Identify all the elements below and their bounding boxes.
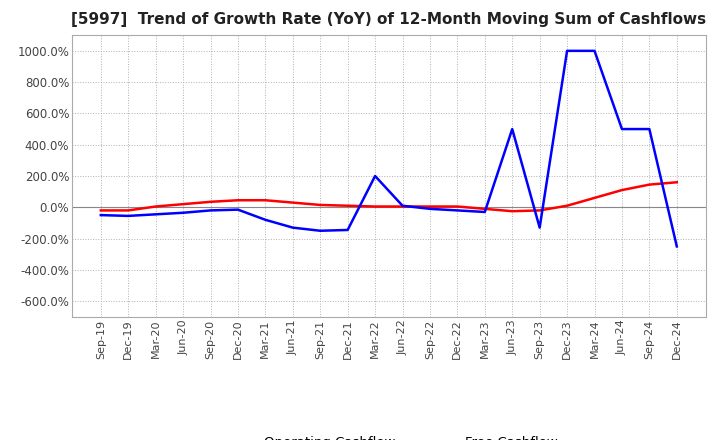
Operating Cashflow	[398, 204, 407, 209]
Operating Cashflow	[453, 204, 462, 209]
Operating Cashflow	[480, 206, 489, 212]
Operating Cashflow	[124, 208, 132, 213]
Legend: Operating Cashflow, Free Cashflow: Operating Cashflow, Free Cashflow	[215, 430, 563, 440]
Free Cashflow	[343, 227, 352, 233]
Free Cashflow	[316, 228, 325, 233]
Free Cashflow	[233, 207, 242, 212]
Operating Cashflow	[618, 187, 626, 193]
Free Cashflow	[563, 48, 572, 54]
Operating Cashflow	[672, 180, 681, 185]
Operating Cashflow	[426, 204, 434, 209]
Operating Cashflow	[508, 209, 516, 214]
Operating Cashflow	[563, 203, 572, 209]
Free Cashflow	[426, 206, 434, 212]
Free Cashflow	[124, 213, 132, 219]
Operating Cashflow	[343, 203, 352, 209]
Free Cashflow	[151, 212, 160, 217]
Operating Cashflow	[590, 195, 599, 201]
Operating Cashflow	[233, 198, 242, 203]
Operating Cashflow	[151, 204, 160, 209]
Operating Cashflow	[96, 208, 105, 213]
Operating Cashflow	[371, 204, 379, 209]
Operating Cashflow	[261, 198, 270, 203]
Free Cashflow	[398, 203, 407, 209]
Free Cashflow	[179, 210, 187, 216]
Operating Cashflow	[316, 202, 325, 208]
Free Cashflow	[536, 225, 544, 230]
Free Cashflow	[371, 173, 379, 179]
Free Cashflow	[645, 126, 654, 132]
Free Cashflow	[261, 217, 270, 223]
Free Cashflow	[480, 209, 489, 215]
Free Cashflow	[590, 48, 599, 54]
Title: [5997]  Trend of Growth Rate (YoY) of 12-Month Moving Sum of Cashflows: [5997] Trend of Growth Rate (YoY) of 12-…	[71, 12, 706, 27]
Free Cashflow	[618, 126, 626, 132]
Operating Cashflow	[536, 208, 544, 213]
Operating Cashflow	[289, 200, 297, 205]
Line: Operating Cashflow: Operating Cashflow	[101, 182, 677, 211]
Free Cashflow	[672, 244, 681, 249]
Line: Free Cashflow: Free Cashflow	[101, 51, 677, 246]
Free Cashflow	[289, 225, 297, 230]
Free Cashflow	[453, 208, 462, 213]
Free Cashflow	[206, 208, 215, 213]
Free Cashflow	[508, 126, 516, 132]
Operating Cashflow	[206, 199, 215, 205]
Operating Cashflow	[179, 202, 187, 207]
Operating Cashflow	[645, 182, 654, 187]
Free Cashflow	[96, 213, 105, 218]
